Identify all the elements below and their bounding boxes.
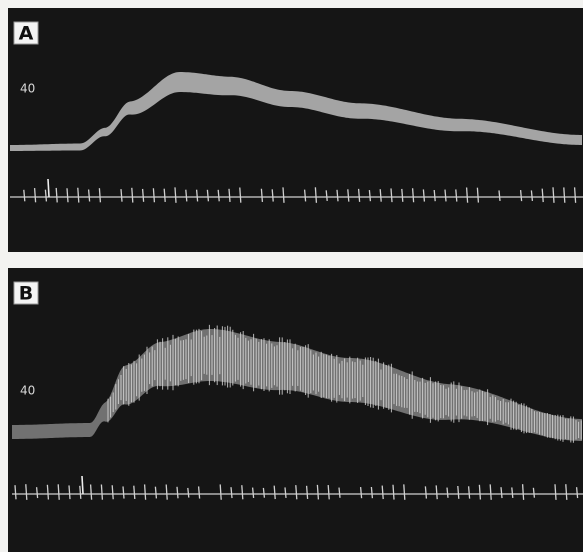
- panel-a-scale-label: 40: [20, 82, 35, 96]
- panel-b-label: B: [19, 283, 33, 305]
- figure: A 40 B 40: [0, 0, 583, 552]
- page: A 40 B 40 (() => { const data = JSON.par…: [0, 0, 583, 552]
- panel-a-label: A: [19, 23, 34, 45]
- time-marks-b-marker: [82, 476, 83, 494]
- panel-b-scale-label: 40: [20, 384, 35, 398]
- time-marks-a-marker: [48, 179, 49, 197]
